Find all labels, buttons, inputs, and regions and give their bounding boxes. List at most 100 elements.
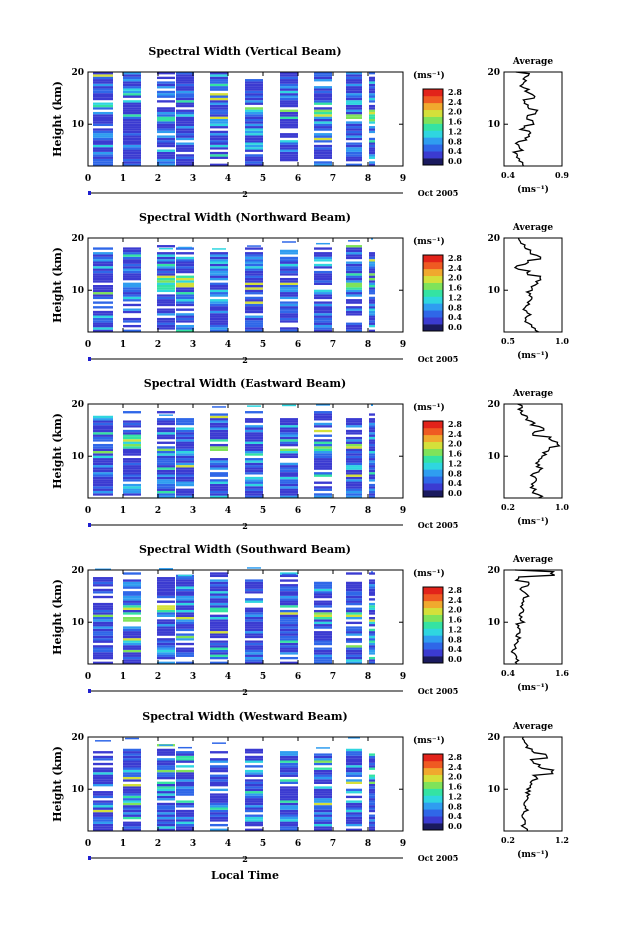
heatmap-cell: [157, 486, 175, 489]
heatmap-cell: [346, 460, 362, 463]
x-tick-label: 8: [365, 506, 371, 516]
heatmap-cell: [245, 434, 263, 437]
heatmap-cell: [210, 270, 228, 274]
heatmap-cell: [346, 90, 362, 94]
heatmap-cell: [369, 317, 375, 321]
profile-y-tick-label: 20: [487, 400, 500, 410]
heatmap-cell: [314, 755, 332, 759]
heatmap-cell: [245, 798, 263, 801]
heatmap-cell: [346, 495, 362, 498]
heatmap-cell: [176, 774, 194, 777]
heatmap-cell: [93, 633, 113, 636]
heatmap-cell: [157, 816, 175, 820]
colorbar-tick-label: 0.8: [448, 468, 462, 478]
x-tick-label: 2: [155, 672, 161, 682]
heatmap-cell: [157, 656, 175, 660]
heatmap-cell: [93, 483, 113, 487]
heatmap-cell: [346, 479, 362, 482]
heatmap-cell: [346, 617, 362, 620]
heatmap-cell: [369, 598, 375, 601]
heatmap-cell: [314, 467, 332, 470]
heatmap-cell: [123, 425, 141, 428]
heatmap-cell: [314, 90, 332, 94]
heatmap-cell: [123, 774, 141, 777]
heatmap-cell: [210, 458, 228, 461]
x-tick-label: 7: [330, 340, 336, 350]
heatmap-cell: [93, 605, 113, 608]
heatmap-cell: [157, 266, 175, 269]
heatmap-cell: [369, 619, 375, 622]
heatmap-cell: [314, 586, 332, 589]
heatmap-cell: [210, 467, 228, 470]
heatmap-cell: [210, 114, 228, 117]
heatmap-cell: [369, 588, 375, 592]
heatmap-cell: [314, 795, 332, 799]
heatmap-cell: [93, 144, 113, 148]
date-label: Oct 2005: [418, 520, 459, 530]
heatmap-cell: [247, 405, 261, 407]
heatmap-cell: [210, 800, 228, 803]
heatmap-cell: [123, 289, 141, 293]
heatmap-cell: [176, 661, 194, 664]
heatmap-cell: [346, 607, 362, 610]
colorbar-segment: [423, 289, 443, 297]
heatmap-cell: [176, 119, 194, 122]
heatmap-cell: [157, 579, 175, 582]
heatmap-cell: [280, 586, 298, 589]
heatmap-cell: [314, 474, 332, 477]
heatmap-cell: [314, 823, 332, 827]
heatmap-cell: [314, 624, 332, 627]
colorbar-segment: [423, 255, 443, 263]
heatmap-cell: [157, 819, 175, 822]
heatmap-cell: [245, 598, 263, 601]
heatmap-cell: [176, 93, 194, 96]
heatmap-cell: [123, 638, 141, 641]
heatmap-cell: [93, 79, 113, 82]
heatmap-cell: [314, 793, 332, 796]
heatmap-cell: [369, 296, 375, 300]
heatmap-cell: [123, 111, 141, 115]
heatmap-cell: [210, 812, 228, 815]
heatmap-cell: [210, 137, 228, 141]
heatmap-cell: [157, 591, 175, 594]
heatmap-cell: [346, 111, 362, 115]
heatmap-cell: [369, 308, 375, 311]
heatmap-cell: [157, 420, 175, 423]
heatmap-cell: [210, 327, 228, 330]
heatmap-cell: [176, 624, 194, 627]
heatmap-cell: [210, 81, 228, 84]
heatmap-cell: [245, 327, 263, 330]
heatmap-cell: [210, 816, 228, 820]
heatmap-cell: [369, 784, 375, 787]
heatmap-cell: [176, 446, 194, 449]
heatmap-cell: [369, 140, 375, 143]
heatmap-cell: [346, 313, 362, 316]
heatmap-cell: [93, 584, 113, 587]
heatmap-cell: [176, 458, 194, 461]
heatmap-cell: [93, 451, 113, 454]
heatmap-cell: [93, 327, 113, 330]
heatmap-cell: [280, 588, 298, 592]
heatmap-cell: [210, 285, 228, 288]
heatmap-cell: [280, 826, 298, 829]
heatmap-cell: [210, 793, 228, 796]
heatmap-cell: [210, 621, 228, 625]
profile-x-tick-label: 1.2: [555, 835, 569, 845]
colorbar-frame: [422, 753, 444, 831]
heatmap-cell: [369, 163, 375, 166]
heatmap-cell: [245, 481, 263, 484]
heatmap-cell: [369, 86, 375, 89]
colorbar-segment: [423, 310, 443, 318]
heatmap-cell: [123, 436, 141, 440]
heatmap-cell: [157, 481, 175, 484]
heatmap-cell: [369, 488, 375, 491]
heatmap-cell: [93, 130, 113, 134]
heatmap-cell: [346, 324, 362, 328]
heatmap-cell: [157, 483, 175, 487]
heatmap-cell: [346, 800, 362, 803]
colorbar-segment: [423, 754, 443, 762]
heatmap-cell: [346, 809, 362, 813]
heatmap-cell: [210, 427, 228, 430]
heatmap-cell: [176, 791, 194, 794]
heatmap-cell: [280, 661, 298, 664]
